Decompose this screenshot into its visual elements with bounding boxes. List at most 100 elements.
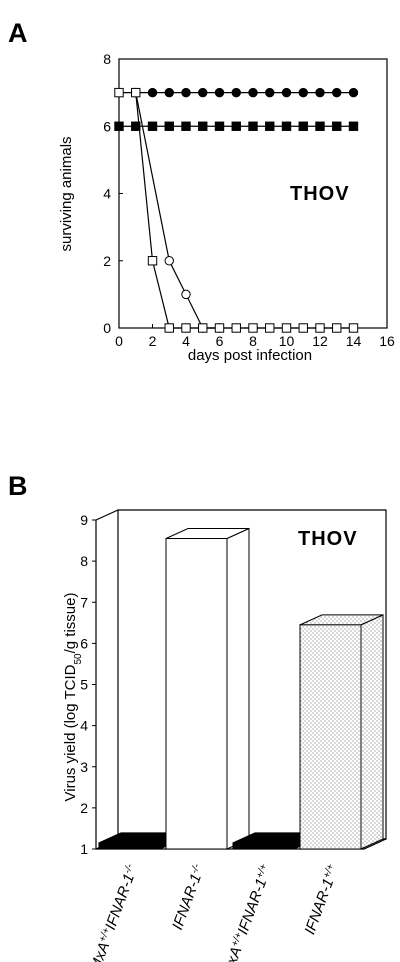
panel-b-bar-side-3 bbox=[360, 614, 384, 850]
panel-a-point-1 bbox=[315, 121, 325, 131]
panel-a-ytick-label: 4 bbox=[103, 186, 111, 202]
panel-a-point-3 bbox=[231, 323, 241, 333]
panel-a-point-0 bbox=[248, 87, 258, 98]
panel-a-point-0 bbox=[348, 87, 359, 98]
panel-b-bar-0 bbox=[98, 842, 161, 850]
panel-b-category-labels: MxA+/+IFNAR-1-/-IFNAR-1-/-MxA+/+IFNAR-1+… bbox=[86, 862, 337, 962]
panel-a-point-1 bbox=[214, 121, 225, 131]
panel-a-xtick-label: 16 bbox=[379, 333, 395, 349]
panel-b-annotation: THOV bbox=[298, 528, 358, 550]
panel-a-point-3 bbox=[265, 323, 275, 333]
panel-a-point-0 bbox=[332, 87, 342, 98]
panel-a-annotation: THOV bbox=[290, 183, 350, 205]
panel-a-point-0 bbox=[315, 87, 325, 98]
panel-b-ytick-label: 6 bbox=[80, 635, 88, 651]
panel-a-xtick-label: 14 bbox=[346, 333, 362, 349]
panel-b-ytick-label: 4 bbox=[80, 718, 88, 734]
panel-b-ytick-label: 2 bbox=[80, 800, 88, 816]
panel-a-point-3 bbox=[298, 323, 308, 333]
panel-a-point-0 bbox=[298, 87, 308, 98]
panel-a-point-3 bbox=[348, 323, 359, 333]
panel-b-category-label-2: MxA+/+IFNAR-1+/+ bbox=[219, 862, 276, 962]
panel-a-point-2 bbox=[164, 256, 174, 266]
panel-a-point-1 bbox=[298, 121, 308, 131]
panel-a-point-1 bbox=[281, 121, 292, 131]
panel-a-letter: A bbox=[8, 18, 28, 48]
panel-b-category-label-1: IFNAR-1-/- bbox=[169, 862, 209, 932]
panel-a-point-1 bbox=[198, 121, 208, 131]
panel-a-xtick-label: 4 bbox=[182, 333, 190, 349]
panel-a-ylabel: surviving animals bbox=[58, 136, 75, 251]
panel-a-xtick-label: 2 bbox=[149, 333, 157, 349]
panel-a-series bbox=[114, 87, 359, 333]
panel-b: B 1 2 3 4 5 6 7 8 9 THOV Virus yield (log TCID50… bbox=[8, 471, 387, 962]
panel-b-category-label-0: MxA+/+IFNAR-1-/- bbox=[86, 862, 141, 962]
panel-b-ticks: 1 2 3 4 5 6 7 8 9 bbox=[80, 512, 96, 857]
panel-b-category-sup2: -/- bbox=[189, 862, 203, 875]
panel-b-ytick-label: 5 bbox=[80, 677, 88, 693]
panel-a-ytick-label: 6 bbox=[103, 118, 111, 134]
panel-b-ytick-label: 8 bbox=[80, 553, 88, 569]
panel-a-xtick-label: 10 bbox=[279, 333, 295, 349]
panel-b-category-sup2: -/- bbox=[122, 862, 136, 875]
panel-a-xtick-label: 0 bbox=[115, 333, 123, 349]
panel-a-ytick-label: 8 bbox=[103, 51, 111, 67]
panel-a-point-0 bbox=[164, 87, 174, 98]
panel-a-point-3 bbox=[214, 323, 225, 333]
panel-a-point-1 bbox=[248, 121, 258, 131]
panel-a-point-1 bbox=[131, 121, 141, 131]
panel-a-point-1 bbox=[231, 121, 241, 131]
panel-b-ytick-label: 7 bbox=[80, 594, 88, 610]
panel-b-category-gene: IFNAR-1 bbox=[301, 876, 337, 937]
panel-b-ylabel-suffix: /g tissue) bbox=[62, 593, 79, 654]
panel-b-bars bbox=[98, 527, 384, 850]
panel-a-point-1 bbox=[265, 121, 275, 131]
panel-b-bar-side-1 bbox=[226, 527, 250, 850]
panel-a-point-1 bbox=[164, 121, 174, 131]
panel-b-bar-1 bbox=[165, 538, 228, 850]
panel-b-ytick-label: 3 bbox=[80, 759, 88, 775]
panel-a-xtick-label: 8 bbox=[249, 333, 257, 349]
panel-b-ylabel: Virus yield (log TCID50/g tissue) bbox=[62, 593, 84, 802]
panel-a-point-0 bbox=[265, 87, 275, 98]
panel-a-ytick-label: 0 bbox=[103, 320, 111, 336]
panel-b-ylabel-sub: 50 bbox=[73, 653, 84, 665]
panel-a-xtick-label: 6 bbox=[216, 333, 224, 349]
panel-b-letter: B bbox=[8, 471, 28, 501]
panel-a-point-1 bbox=[348, 121, 359, 131]
panel-a: A 0 2 4 6 8 10 12 14 16 0 2 4 6 8 THOV days post infe… bbox=[8, 18, 395, 364]
panel-b-bar-2 bbox=[232, 842, 295, 850]
panel-b-category-base: MxA bbox=[87, 940, 113, 962]
panel-b-ytick-label: 1 bbox=[80, 841, 88, 857]
panel-a-point-0 bbox=[198, 87, 208, 98]
panel-b-category-gene: IFNAR-1 bbox=[234, 876, 270, 937]
panel-a-point-3 bbox=[114, 87, 124, 98]
panel-a-point-0 bbox=[281, 87, 292, 98]
panel-a-point-3 bbox=[147, 256, 158, 266]
panel-a-point-3 bbox=[198, 323, 208, 333]
panel-b-category-gene: IFNAR-1 bbox=[169, 871, 205, 932]
panel-a-point-0 bbox=[231, 87, 241, 98]
panel-a-xlabel: days post infection bbox=[188, 347, 312, 364]
panel-a-ytick-label: 2 bbox=[103, 253, 111, 269]
panel-b-category-sup2: +/+ bbox=[321, 862, 336, 879]
panel-a-point-1 bbox=[114, 121, 124, 131]
panel-a-point-1 bbox=[332, 121, 342, 131]
panel-a-point-3 bbox=[248, 323, 258, 333]
panel-a-point-3 bbox=[181, 323, 191, 333]
panel-b-y-axis-top bbox=[95, 509, 119, 521]
panel-a-point-0 bbox=[181, 87, 191, 98]
panel-b-category-gene: IFNAR-1 bbox=[102, 871, 138, 932]
panel-a-point-3 bbox=[131, 87, 141, 98]
panel-b-bar-3 bbox=[299, 624, 362, 850]
panel-a-point-3 bbox=[164, 323, 174, 333]
panel-b-category-sup2: +/+ bbox=[254, 862, 269, 879]
panel-a-point-2 bbox=[181, 289, 191, 300]
panel-a-point-3 bbox=[281, 323, 292, 333]
panel-b-category-sup1: +/+ bbox=[229, 931, 244, 948]
panel-a-point-3 bbox=[315, 323, 325, 333]
panel-a-point-3 bbox=[332, 323, 342, 333]
panel-b-category-sup1: +/+ bbox=[97, 926, 112, 943]
panel-a-point-0 bbox=[147, 87, 158, 98]
